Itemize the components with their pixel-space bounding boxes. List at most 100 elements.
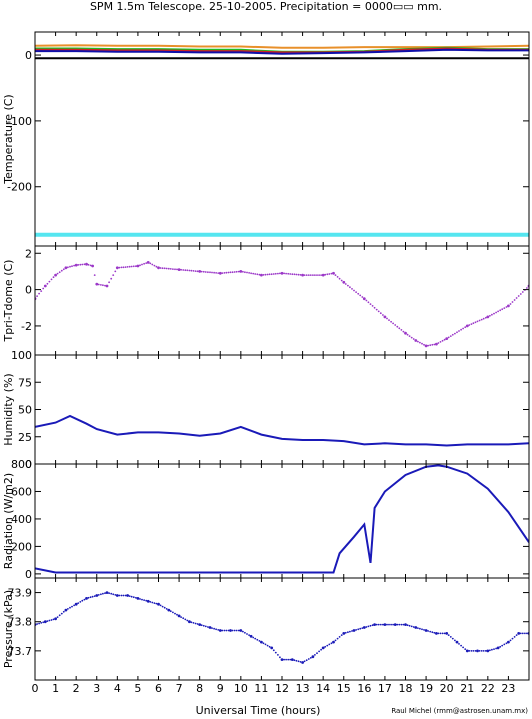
data-point-fill bbox=[375, 623, 378, 626]
data-point-fill bbox=[491, 648, 493, 651]
data-point-fill bbox=[204, 271, 207, 273]
data-point-fill bbox=[445, 632, 448, 635]
data-point-fill bbox=[95, 594, 98, 597]
data-point-fill bbox=[414, 626, 417, 629]
data-point-fill bbox=[526, 287, 528, 289]
data-point-fill bbox=[312, 655, 314, 658]
data-point-fill bbox=[46, 620, 49, 622]
data-point-fill bbox=[425, 345, 427, 347]
data-point-fill bbox=[122, 594, 125, 597]
data-point-fill bbox=[279, 656, 281, 659]
data-point-fill bbox=[524, 632, 526, 635]
data-point-fill bbox=[484, 650, 487, 652]
data-point-fill bbox=[437, 342, 440, 344]
data-point-fill bbox=[102, 592, 104, 595]
data-point-fill bbox=[108, 592, 110, 595]
panel-frame bbox=[34, 31, 530, 247]
data-point-fill bbox=[116, 594, 119, 597]
data-point-fill bbox=[379, 312, 382, 315]
data-point-fill bbox=[65, 609, 67, 611]
data-point-fill bbox=[511, 637, 514, 640]
data-point-fill bbox=[42, 621, 45, 624]
data-point-fill bbox=[246, 633, 248, 635]
data-point-fill bbox=[349, 286, 351, 289]
data-point-fill bbox=[180, 616, 183, 618]
data-point-fill bbox=[215, 628, 218, 631]
data-point-fill bbox=[48, 619, 51, 622]
data-point-fill bbox=[349, 630, 351, 633]
data-point-fill bbox=[161, 605, 164, 608]
data-point-fill bbox=[517, 295, 520, 297]
data-point-fill bbox=[69, 606, 71, 609]
data-point-fill bbox=[130, 595, 133, 598]
data-point-fill bbox=[392, 623, 394, 626]
data-point-fill bbox=[365, 299, 368, 302]
data-point-fill bbox=[521, 291, 524, 293]
y-tick-label: 0 bbox=[25, 49, 32, 62]
x-tick-label: 13 bbox=[296, 682, 310, 695]
data-point-fill bbox=[431, 631, 434, 634]
data-point-fill bbox=[145, 262, 148, 264]
data-point-fill bbox=[377, 623, 380, 626]
data-point-fill bbox=[196, 270, 199, 273]
data-point-fill bbox=[336, 637, 339, 640]
data-point-fill bbox=[454, 639, 456, 642]
data-point-fill bbox=[474, 321, 477, 324]
data-point-fill bbox=[132, 596, 135, 599]
data-point-fill bbox=[324, 645, 327, 648]
data-point-fill bbox=[44, 620, 47, 623]
y-tick-label: 800 bbox=[11, 458, 32, 471]
y-tick-label: 73.7 bbox=[8, 645, 33, 658]
data-point-fill bbox=[283, 272, 285, 275]
data-point-fill bbox=[305, 274, 308, 276]
y-tick-label: 100 bbox=[11, 349, 32, 362]
data-point-fill bbox=[408, 624, 411, 627]
data-point-fill bbox=[180, 268, 183, 271]
series-line-1 bbox=[35, 464, 529, 574]
data-point-fill bbox=[301, 661, 304, 664]
data-point-fill bbox=[128, 265, 131, 268]
data-point-fill bbox=[145, 599, 148, 602]
data-point-fill bbox=[427, 630, 429, 632]
x-tick-label: 20 bbox=[440, 682, 454, 695]
data-point-fill bbox=[347, 631, 349, 634]
data-point-fill bbox=[474, 650, 477, 652]
data-point-fill bbox=[209, 626, 211, 629]
data-point-fill bbox=[458, 330, 460, 332]
y-tick-label: 2 bbox=[25, 247, 32, 260]
data-point-fill bbox=[491, 313, 493, 316]
data-point-fill bbox=[188, 620, 191, 623]
x-tick-label: 19 bbox=[419, 682, 433, 695]
data-point-fill bbox=[394, 623, 397, 626]
data-point-fill bbox=[482, 650, 485, 652]
data-point-fill bbox=[299, 661, 302, 663]
data-point-fill bbox=[91, 595, 94, 598]
x-tick-label: 7 bbox=[176, 682, 183, 695]
data-point-fill bbox=[89, 264, 92, 267]
data-point-fill bbox=[237, 629, 240, 632]
data-point-fill bbox=[184, 269, 187, 272]
data-point-fill bbox=[404, 332, 407, 335]
data-point-fill bbox=[425, 629, 427, 632]
data-point-fill bbox=[476, 650, 479, 652]
data-point-fill bbox=[417, 340, 419, 343]
data-point-fill bbox=[513, 299, 516, 301]
data-point-fill bbox=[359, 294, 362, 297]
data-point-fill bbox=[100, 593, 102, 596]
data-point-fill bbox=[254, 273, 257, 275]
data-point-fill bbox=[248, 634, 251, 636]
data-point-fill bbox=[91, 265, 94, 267]
data-point-fill bbox=[406, 624, 409, 627]
data-point-fill bbox=[351, 288, 353, 290]
data-point-fill bbox=[132, 265, 135, 268]
data-point-fill bbox=[231, 629, 234, 632]
y-tick-label: 73.9 bbox=[8, 587, 33, 600]
data-point-fill bbox=[419, 627, 421, 630]
data-point-fill bbox=[344, 283, 347, 285]
data-point-fill bbox=[165, 608, 168, 610]
data-point-fill bbox=[398, 327, 401, 330]
data-point-fill bbox=[410, 625, 413, 628]
data-point-fill bbox=[279, 272, 281, 275]
series-group bbox=[35, 261, 529, 348]
data-point-fill bbox=[361, 627, 364, 629]
